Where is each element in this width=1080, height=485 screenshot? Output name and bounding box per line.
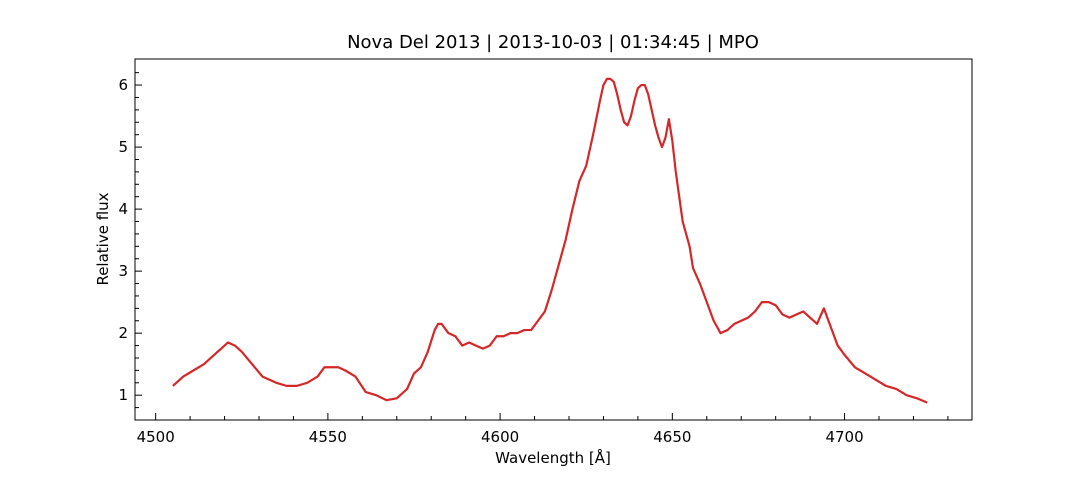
y-tick-label: 1: [118, 386, 128, 404]
y-tick-label: 5: [118, 138, 128, 156]
x-tick-label: 4700: [825, 428, 863, 446]
x-tick-label: 4550: [309, 428, 347, 446]
x-axis-label: Wavelength [Å]: [495, 448, 611, 467]
y-tick-label: 3: [118, 262, 128, 280]
x-tick-label: 4500: [137, 428, 175, 446]
y-tick-label: 2: [118, 324, 128, 342]
series-line-0: [172, 77, 928, 404]
x-tick-label: 4650: [653, 428, 691, 446]
plot-frame: [134, 58, 973, 421]
y-tick-label: 4: [118, 200, 128, 218]
chart-title: Nova Del 2013 | 2013-10-03 | 01:34:45 | …: [347, 32, 759, 53]
y-tick-label: 6: [118, 76, 128, 94]
y-axis-label: Relative flux: [94, 192, 112, 285]
x-tick-label: 4600: [481, 428, 519, 446]
